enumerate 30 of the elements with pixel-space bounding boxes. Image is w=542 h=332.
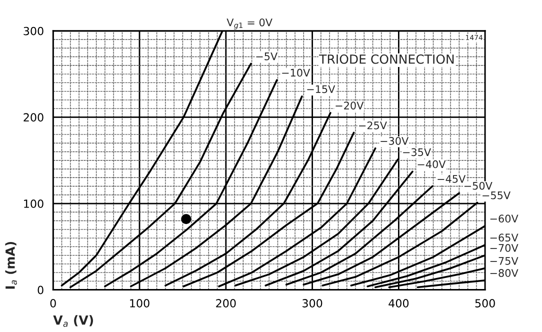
x-tick-label: 200 bbox=[216, 299, 236, 308]
series-label: −25V bbox=[359, 121, 387, 130]
x-axis-title: V$_{a}$ (V) bbox=[53, 315, 93, 327]
x-tick-label: 500 bbox=[475, 299, 495, 308]
series-label: −55V bbox=[482, 192, 511, 200]
y-axis-title: I$_{a}$ (mA) bbox=[5, 242, 17, 289]
x-tick-label: 100 bbox=[130, 299, 150, 308]
y-tick-label: 0 bbox=[38, 286, 44, 294]
series-label: V$_{g1}$ = 0V bbox=[226, 18, 272, 30]
series-label: −70V bbox=[490, 244, 518, 252]
series-label: −50V bbox=[464, 182, 492, 190]
series-label: −45V bbox=[438, 175, 466, 183]
y-tick-label: 200 bbox=[24, 113, 44, 122]
series-label: −75V bbox=[490, 257, 518, 265]
series-label: −80V bbox=[490, 269, 518, 277]
annotation: TRIODE CONNECTION bbox=[319, 54, 454, 64]
series-label: −60V bbox=[490, 214, 518, 223]
series-label: −65V bbox=[490, 234, 518, 242]
x-tick-label: 400 bbox=[388, 299, 409, 308]
x-tick-label: 300 bbox=[302, 299, 322, 308]
series-label: −40V bbox=[418, 160, 446, 168]
series-label: −20V bbox=[336, 102, 364, 110]
series-label: −5V bbox=[256, 52, 278, 60]
x-tick-label: 0 bbox=[50, 299, 56, 308]
y-tick-label: 100 bbox=[24, 199, 44, 208]
series-label: −15V bbox=[307, 85, 336, 94]
series-label: −10V bbox=[282, 68, 310, 77]
series-label: −35V bbox=[403, 148, 432, 156]
y-tick-label: 300 bbox=[24, 26, 44, 36]
series-label: −30V bbox=[380, 136, 409, 145]
